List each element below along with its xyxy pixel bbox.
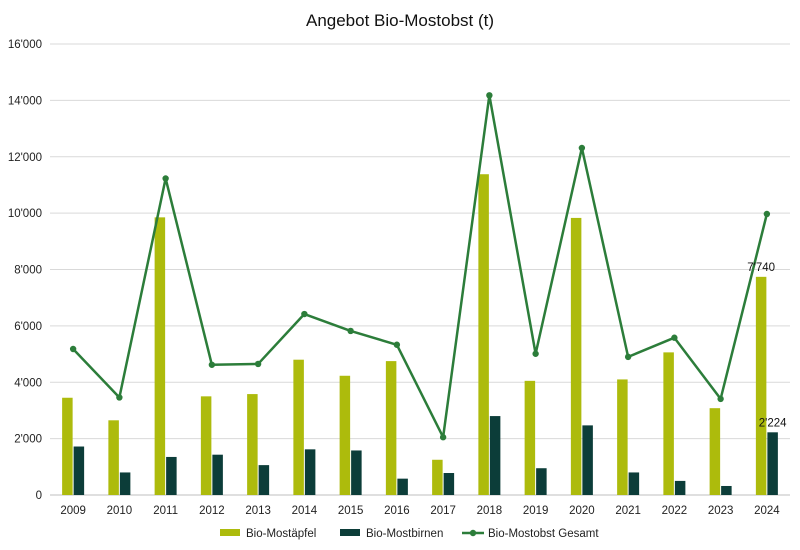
bar-mostaepfel <box>432 459 443 495</box>
line-point <box>393 341 401 348</box>
bar-mostbirnen <box>351 450 362 495</box>
bar-mostbirnen <box>628 472 640 495</box>
line-point <box>717 395 724 403</box>
y-tick-label: 14'000 <box>8 95 42 107</box>
x-tick-label: 2011 <box>153 505 178 517</box>
bar-mostbirnen <box>304 449 316 495</box>
bar-mostbirnen <box>674 480 686 495</box>
legend-label: Bio-Mostbirnen <box>366 528 443 540</box>
line-point <box>624 353 632 361</box>
line-point <box>763 210 771 218</box>
line-point <box>301 310 308 318</box>
bar-mostbirnen <box>119 472 131 495</box>
bar-mostbirnen <box>397 478 408 495</box>
line-point <box>69 345 77 353</box>
x-tick-label: 2020 <box>569 505 595 517</box>
x-tick-label: 2014 <box>292 505 318 517</box>
x-axis-ticks: 2009 2010 2011 2012 2013 2014 2015 2016 2017 2018… <box>60 505 780 517</box>
x-tick-label: 2013 <box>245 505 271 517</box>
x-tick-label: 2024 <box>754 505 780 517</box>
y-tick-label: 8'000 <box>14 265 42 277</box>
bar-mostbirnen <box>166 456 177 495</box>
total-line <box>69 92 771 441</box>
data-label: 7'740 <box>747 262 775 274</box>
bar-mostaepfel <box>247 394 258 495</box>
legend-swatch-marker <box>469 529 477 537</box>
y-tick-label: 6'000 <box>14 321 42 333</box>
x-tick-label: 2019 <box>523 505 549 517</box>
bar-mostbirnen <box>582 425 593 495</box>
data-label: 2'224 <box>759 417 787 429</box>
y-axis-ticks: 0 2'000 4'000 6'000 8'000 10'000 12'000 14'000 1… <box>8 39 42 502</box>
y-tick-label: 0 <box>36 490 42 502</box>
bar-mostaepfel <box>709 408 721 495</box>
line-point <box>254 360 262 368</box>
line-point <box>347 327 354 335</box>
x-tick-label: 2016 <box>384 505 410 517</box>
data-labels: 7'740 2'224 <box>747 262 787 429</box>
bar-mostaepfel <box>755 276 767 495</box>
bar-mostbirnen <box>443 473 455 495</box>
y-tick-label: 2'000 <box>14 434 42 446</box>
chart-title: Angebot Bio-Mostobst (t) <box>306 11 494 30</box>
x-tick-label: 2023 <box>708 505 734 517</box>
line-point <box>578 144 586 152</box>
bar-mostbirnen <box>767 432 778 495</box>
bar-mostaepfel <box>663 352 674 495</box>
bar-mostaepfel <box>154 217 166 495</box>
x-tick-label: 2022 <box>662 505 688 517</box>
bar-mostbirnen <box>212 454 223 495</box>
legend-swatch-mostaepfel <box>220 529 240 536</box>
bar-mostbirnen <box>536 468 547 495</box>
x-tick-label: 2015 <box>338 505 364 517</box>
bar-mostbirnen <box>721 485 732 495</box>
line-point <box>671 334 678 341</box>
bar-mostaepfel <box>570 217 582 495</box>
bars <box>62 174 778 495</box>
x-tick-label: 2018 <box>477 505 503 517</box>
bar-mostbirnen <box>73 446 85 495</box>
y-tick-label: 16'000 <box>8 39 42 51</box>
x-tick-label: 2017 <box>430 505 456 517</box>
y-tick-label: 10'000 <box>8 208 42 220</box>
y-tick-label: 12'000 <box>8 152 42 164</box>
legend-label: Bio-Mostobst Gesamt <box>488 528 599 540</box>
bar-mostbirnen <box>489 416 501 495</box>
line-point <box>486 92 493 99</box>
legend-label: Bio-Mostäpfel <box>246 528 316 540</box>
bar-mostaepfel <box>478 174 489 495</box>
bar-mostaepfel <box>62 397 73 495</box>
x-tick-label: 2021 <box>615 505 641 517</box>
bar-mostaepfel <box>524 380 536 495</box>
x-tick-label: 2010 <box>107 505 133 517</box>
bar-mostaepfel <box>385 361 397 495</box>
bar-mostaepfel <box>293 359 304 495</box>
bar-mostbirnen <box>258 465 270 495</box>
line-point <box>439 434 447 441</box>
bar-mostaepfel <box>339 375 351 495</box>
line-point <box>116 394 123 401</box>
y-tick-label: 4'000 <box>14 377 42 389</box>
line-point <box>532 350 539 357</box>
line-point <box>162 175 169 182</box>
x-tick-label: 2009 <box>60 505 86 517</box>
legend: Bio-Mostäpfel Bio-Mostbirnen Bio-Mostobst … <box>220 528 599 540</box>
bar-mostaepfel <box>108 420 119 495</box>
x-tick-label: 2012 <box>199 505 225 517</box>
bar-mostaepfel <box>617 379 628 495</box>
line-gesamt <box>72 94 769 439</box>
legend-swatch-mostbirnen <box>340 529 360 536</box>
bar-mostaepfel <box>200 396 212 495</box>
line-point <box>208 361 216 368</box>
